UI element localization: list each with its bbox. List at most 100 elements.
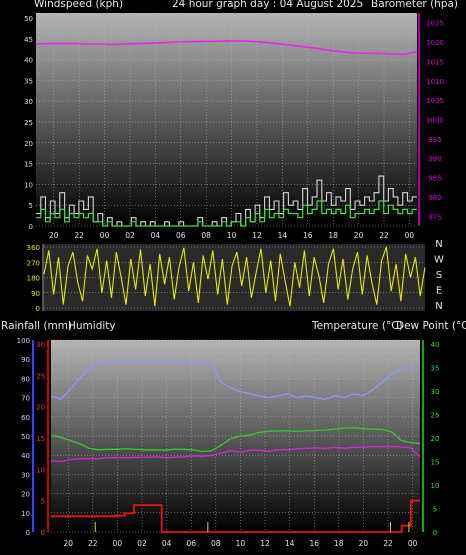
- temp-y-tick-label: 5: [433, 506, 437, 514]
- direction-y-tick-label: 360: [27, 244, 40, 252]
- wind-x-tick-label: 02: [125, 231, 135, 240]
- humidity-y-tick-label: 80: [21, 375, 30, 383]
- wind-y-tick-label: 15: [24, 161, 33, 169]
- baro-y-tick-label: 1005: [426, 97, 444, 105]
- windspeed-axis-title: Windspeed (kph): [34, 0, 124, 10]
- avg-wind-series-line: [36, 200, 417, 227]
- wind-x-tick-label: 14: [278, 231, 288, 240]
- humidity-y-tick-label: 100: [17, 337, 30, 345]
- wind-x-tick-label: 00: [100, 231, 110, 240]
- wind-y-tick-label: 10: [24, 181, 33, 189]
- rain-y-tick-label: 5: [41, 498, 45, 506]
- baro-y-tick-label: 995: [428, 136, 441, 144]
- wind-x-tick-label: 12: [252, 231, 262, 240]
- rain-y-tick-label: 20: [36, 404, 45, 412]
- temp-x-tick-label: 12: [260, 539, 270, 548]
- temp-y-tick-label: 0: [433, 529, 437, 537]
- temperature-series-line: [50, 427, 421, 453]
- wind-y-tick-label: 35: [24, 77, 33, 85]
- direction-y-tick-label: 270: [27, 259, 40, 267]
- temp-x-tick-label: 20: [63, 539, 73, 548]
- temp-y-tick-label: 40: [431, 341, 440, 349]
- wind-x-tick-label: 20: [49, 231, 59, 240]
- barometer-series-line: [35, 40, 418, 56]
- temp-x-tick-label: 20: [359, 539, 369, 548]
- wind-x-tick-label: 06: [176, 231, 186, 240]
- humidity-y-tick-label: 40: [21, 452, 30, 460]
- compass-label: S: [436, 270, 442, 281]
- rain-y-tick-label: 25: [36, 372, 45, 380]
- humidity-y-tick-label: 10: [21, 510, 30, 518]
- wind-y-tick-label: 5: [29, 202, 33, 210]
- temperature-axis-title: Temperature (°C): [312, 320, 403, 332]
- temp-x-tick-label: 06: [186, 539, 196, 548]
- rain-y-tick-label: 10: [36, 466, 45, 474]
- humidity-y-tick-label: 0: [26, 529, 30, 537]
- baro-y-tick-label: 1010: [426, 78, 444, 86]
- temp-y-tick-label: 10: [431, 482, 440, 490]
- wind-y-tick-label: 45: [24, 36, 33, 44]
- wind-x-tick-label: 20: [354, 231, 364, 240]
- temp-y-tick-label: 35: [431, 365, 440, 373]
- direction-y-tick-label: 90: [31, 290, 40, 298]
- temp-y-tick-label: 30: [431, 388, 440, 396]
- humidity-series-line: [50, 360, 421, 401]
- wind-x-tick-label: 10: [227, 231, 237, 240]
- wind-x-tick-label: 22: [379, 231, 389, 240]
- rain-y-tick-label: 0: [41, 529, 45, 537]
- wind-y-tick-label: 50: [24, 15, 33, 23]
- compass-label: E: [436, 286, 442, 297]
- temp-y-tick-label: 20: [431, 435, 440, 443]
- temp-humidity-plot-area: [51, 340, 420, 532]
- baro-y-tick-label: 1000: [426, 117, 444, 125]
- baro-y-tick-label: 980: [428, 194, 441, 202]
- temp-x-tick-label: 04: [162, 539, 172, 548]
- direction-series-line: [43, 246, 426, 307]
- wind-y-tick-label: 25: [24, 119, 33, 127]
- direction-y-tick-label: 180: [27, 275, 40, 283]
- baro-y-tick-label: 1015: [426, 58, 444, 66]
- temp-x-tick-label: 22: [88, 539, 98, 548]
- direction-y-tick-label: 0: [36, 305, 40, 313]
- temp-y-tick-label: 25: [431, 412, 440, 420]
- baro-y-tick-label: 1020: [426, 39, 444, 47]
- baro-y-tick-label: 990: [428, 155, 441, 163]
- temp-x-tick-label: 14: [285, 539, 295, 548]
- compass-label: N: [435, 239, 442, 250]
- temp-x-tick-label: 02: [137, 539, 147, 548]
- wind-x-tick-label: 16: [303, 231, 313, 240]
- compass-label: W: [434, 255, 444, 266]
- wind-x-tick-label: 08: [201, 231, 211, 240]
- temp-x-tick-label: 10: [236, 539, 246, 548]
- wind-baro-plot-area: [36, 13, 417, 226]
- barometer-axis-title: Barometer (hpa): [371, 0, 459, 10]
- wind-y-tick-label: 30: [24, 98, 33, 106]
- wind-x-tick-label: 00: [405, 231, 415, 240]
- wind-x-tick-label: 04: [151, 231, 161, 240]
- wind-x-tick-label: 22: [74, 231, 84, 240]
- humidity-y-tick-label: 60: [21, 414, 30, 422]
- temp-x-tick-label: 08: [211, 539, 221, 548]
- rainfall-axis-title: Rainfall (mm): [1, 320, 73, 332]
- humidity-y-tick-label: 20: [21, 491, 30, 499]
- baro-y-tick-label: 1025: [426, 20, 444, 28]
- compass-label: N: [435, 301, 442, 312]
- temp-x-tick-label: 18: [334, 539, 344, 548]
- baro-y-tick-label: 975: [428, 213, 441, 221]
- humidity-y-tick-label: 70: [21, 395, 30, 403]
- dewpoint-series-line: [50, 445, 421, 463]
- humidity-y-tick-label: 30: [21, 471, 30, 479]
- dewpoint-axis-title: Dew Point (°C): [396, 320, 466, 332]
- baro-y-tick-label: 985: [428, 175, 441, 183]
- humidity-axis-title: Humidity: [68, 320, 116, 332]
- rain-y-tick-label: 30: [36, 341, 45, 349]
- temp-x-tick-label: 16: [309, 539, 319, 548]
- rain-y-tick-label: 15: [36, 435, 45, 443]
- graph-title: 24 hour graph day : 04 August 2025: [172, 0, 364, 10]
- temp-x-tick-label: 00: [408, 539, 418, 548]
- wind-y-tick-label: 20: [24, 140, 33, 148]
- temp-x-tick-label: 22: [383, 539, 393, 548]
- wind-y-tick-label: 0: [29, 223, 33, 231]
